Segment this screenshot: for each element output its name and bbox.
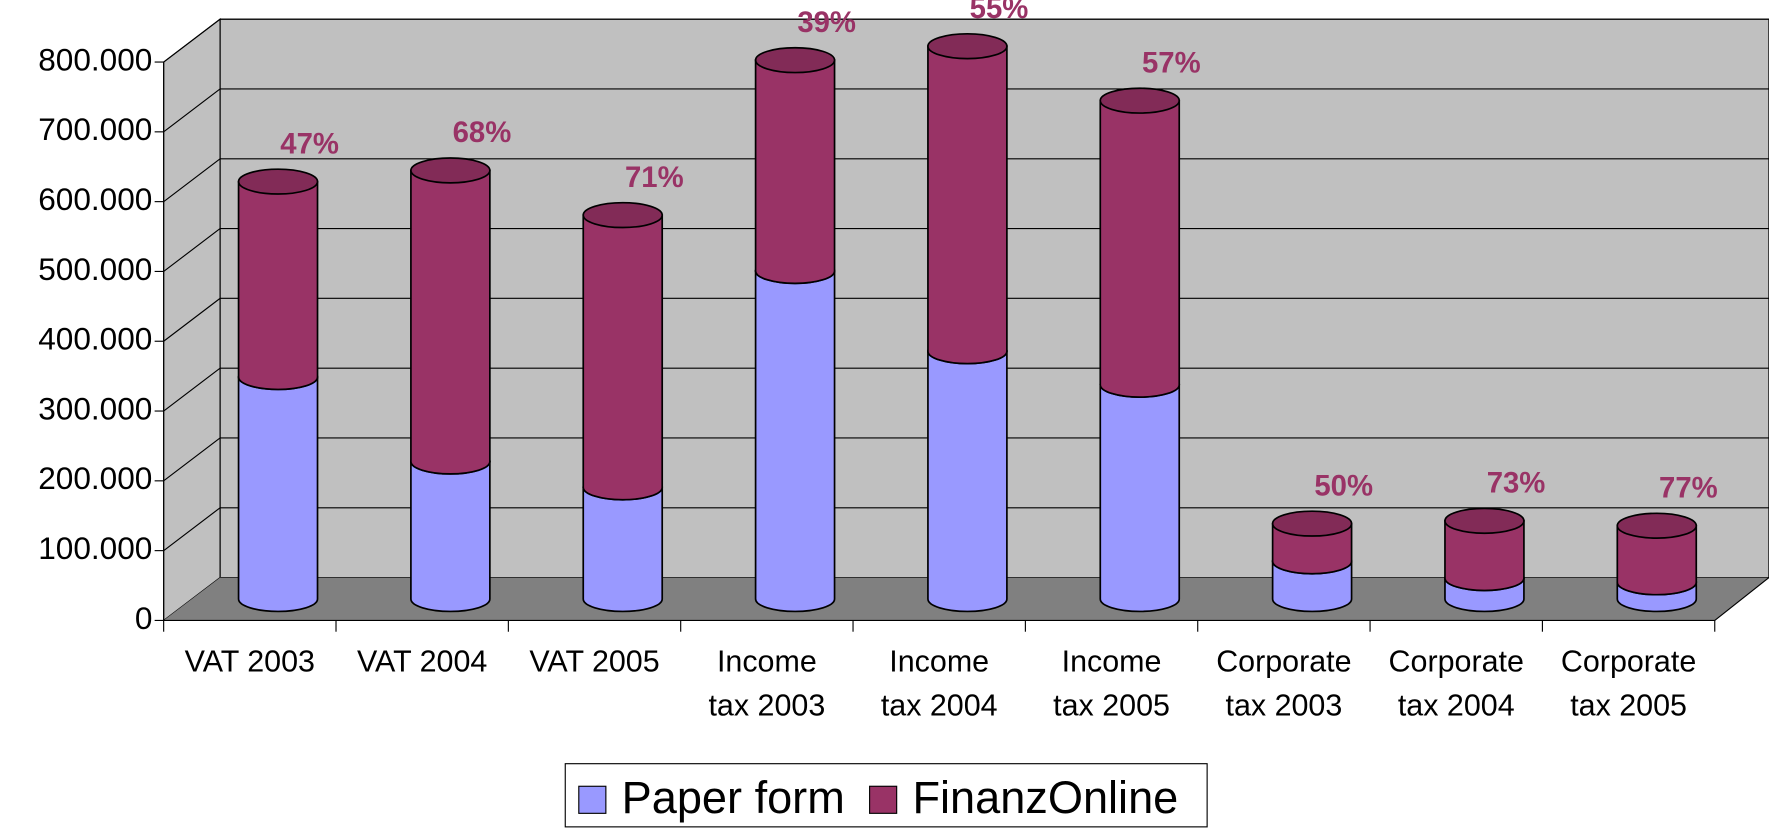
y-tick-label: 700.000 (38, 111, 152, 147)
share-label: 73% (1487, 466, 1546, 499)
cylinder-body (1616, 524, 1698, 596)
cylinder-body (410, 460, 491, 613)
cylinder-body (582, 214, 664, 501)
cylinder-top (1444, 507, 1525, 535)
y-tick-label: 300.000 (38, 390, 152, 426)
x-tick-label: Corporate tax 2004 (1389, 644, 1524, 722)
bar-segment (754, 257, 836, 613)
bar-segment (1444, 507, 1525, 592)
bar-segment (1099, 87, 1181, 398)
cylinder-body (1099, 99, 1181, 398)
cylinder-body (754, 270, 836, 613)
cylinder-body (582, 486, 664, 613)
bar-segment (237, 168, 319, 391)
cylinder-body (237, 180, 319, 391)
bar-segment (237, 363, 319, 613)
bar-segment (1616, 512, 1698, 596)
grid-line (163, 297, 1769, 342)
x-tick-label: VAT 2003 (185, 644, 315, 678)
cylinder-top (1616, 512, 1698, 539)
bar-segment (1271, 510, 1353, 575)
cylinder-body (1444, 519, 1525, 592)
share-label: 57% (1142, 46, 1201, 79)
cylinder-top (1099, 87, 1181, 114)
cylinder-body (410, 169, 491, 475)
share-label: 39% (797, 6, 856, 39)
x-tick-label: Corporate tax 2003 (1216, 644, 1351, 722)
x-tick-label: VAT 2005 (529, 644, 659, 678)
cylinder-body (754, 59, 836, 285)
grid-line (163, 367, 1769, 412)
grid-line (163, 18, 1769, 63)
cylinder-body (1271, 560, 1353, 613)
x-tick-label: Corporate tax 2005 (1561, 644, 1696, 722)
y-tick-label: 0 (135, 600, 153, 636)
grid-line (163, 88, 1769, 133)
cylinder-body (1271, 522, 1353, 575)
bar-segment (582, 201, 664, 501)
cylinder-top (927, 32, 1008, 60)
floor-edge (1714, 577, 1769, 621)
y-tick-label: 800.000 (38, 41, 152, 77)
grid-line (163, 158, 1769, 203)
legend-swatch (869, 785, 898, 814)
y-tick-label: 500.000 (38, 251, 152, 287)
legend-swatch (578, 785, 607, 814)
cylinder-top (1271, 510, 1353, 537)
cylinder-body (237, 376, 319, 613)
share-label: 55% (970, 0, 1029, 25)
y-tick-label: 400.000 (38, 321, 152, 357)
legend-label: FinanzOnline (912, 772, 1178, 823)
share-label: 68% (453, 116, 512, 149)
y-tick-label: 200.000 (38, 460, 152, 496)
cylinder-top (410, 157, 491, 184)
share-label: 47% (280, 127, 339, 160)
cylinder-body (927, 350, 1008, 613)
bar-segment (754, 46, 836, 285)
cylinder-top (754, 46, 836, 74)
y-tick-label: 600.000 (38, 181, 152, 217)
cylinder-top (582, 201, 664, 229)
share-label: 50% (1314, 469, 1373, 502)
x-tick-label: VAT 2004 (357, 644, 487, 678)
legend-label: Paper form (622, 772, 845, 823)
bar-segment (927, 32, 1008, 365)
x-tick-label: Income tax 2003 (708, 644, 825, 722)
y-tick-label: 100.000 (38, 530, 152, 566)
grid-line (163, 437, 1769, 482)
share-label: 77% (1659, 471, 1718, 504)
bar-segment (1099, 371, 1181, 613)
cylinder-body (927, 45, 1008, 365)
grid-line (163, 507, 1769, 552)
x-tick-label: Income tax 2004 (881, 644, 998, 722)
grid-line (163, 228, 1769, 272)
cylinder-body (1099, 383, 1181, 613)
bar-segment (927, 337, 1008, 613)
x-tick-label: Income tax 2005 (1053, 644, 1170, 722)
cylinder-top (237, 168, 319, 195)
bar-segment (410, 157, 491, 475)
share-label: 71% (625, 161, 684, 194)
